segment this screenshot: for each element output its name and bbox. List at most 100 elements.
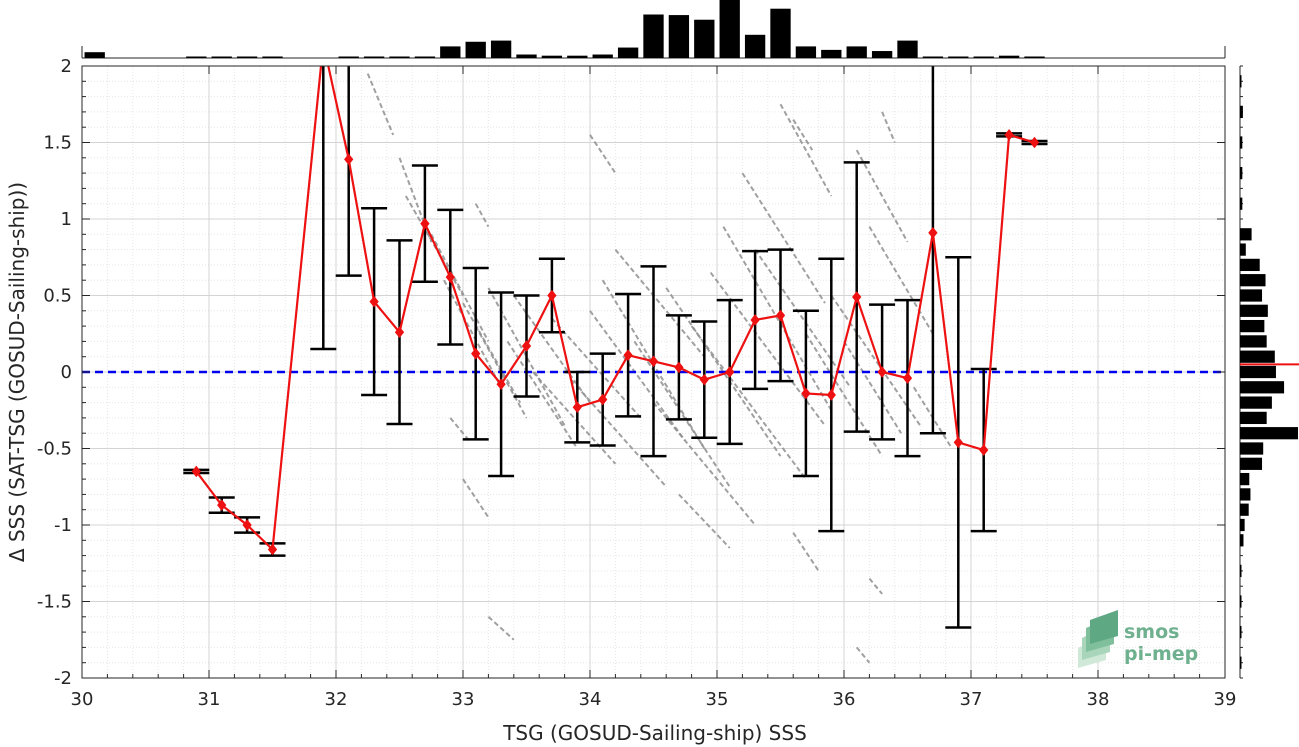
top-hist-bar bbox=[440, 46, 461, 58]
scatter-trace bbox=[779, 103, 833, 197]
scatter-trace bbox=[512, 294, 591, 404]
mean-marker bbox=[547, 289, 557, 302]
top-hist-bar bbox=[414, 56, 436, 58]
x-axis-ticks: 30 31 32 33 34 35 36 37 38 39 bbox=[71, 66, 1237, 710]
smos-pi-mep-logo: smos pi-mep bbox=[1078, 610, 1198, 668]
right-hist-bar bbox=[1240, 396, 1272, 409]
scatter-trace bbox=[678, 493, 731, 549]
y-tick-label: -1.5 bbox=[37, 592, 72, 613]
binned-mean-markers bbox=[191, 129, 1040, 556]
right-hist-bar bbox=[1240, 274, 1266, 287]
top-hist-bar bbox=[770, 8, 791, 58]
right-hist-bar bbox=[1240, 197, 1243, 210]
top-hist-bar bbox=[592, 54, 613, 58]
scatter-trace bbox=[506, 340, 579, 450]
mean-marker bbox=[826, 389, 836, 401]
y-tick-label: 0 bbox=[61, 362, 72, 383]
top-hist-bar bbox=[668, 15, 690, 58]
logo-text-pi-mep: pi-mep bbox=[1124, 643, 1198, 665]
top-hist-bar bbox=[516, 54, 537, 58]
mean-marker bbox=[699, 373, 709, 386]
scatter-trace bbox=[474, 203, 490, 228]
y-axis-label: Δ SSS (SAT-TSG (GOSUD-Sailing-ship)) bbox=[5, 182, 29, 562]
top-hist-bar bbox=[338, 56, 359, 58]
y-tick-label: -0.5 bbox=[37, 439, 72, 460]
right-hist-bar bbox=[1240, 457, 1263, 470]
right-hist-bar bbox=[1240, 518, 1245, 532]
top-hist-bar bbox=[490, 40, 512, 58]
x-tick-label: 38 bbox=[1087, 689, 1110, 710]
top-hist-bar bbox=[567, 55, 588, 58]
right-hist-bar bbox=[1240, 656, 1242, 669]
y-tick-label: 1.5 bbox=[43, 133, 72, 154]
top-hist-bar bbox=[821, 49, 842, 58]
mean-marker bbox=[394, 326, 405, 339]
top-hist-bar bbox=[998, 55, 1020, 58]
x-tick-label: 34 bbox=[579, 689, 602, 710]
top-hist-bar bbox=[643, 14, 664, 58]
right-hist-bar bbox=[1240, 335, 1267, 348]
scatter-trace bbox=[830, 294, 922, 427]
mean-marker bbox=[267, 543, 278, 556]
scatter-points bbox=[366, 73, 953, 664]
mean-marker bbox=[445, 271, 455, 283]
scatter-trace bbox=[792, 119, 814, 151]
right-hist-bar bbox=[1240, 564, 1242, 578]
x-tick-label: 39 bbox=[1214, 689, 1237, 710]
y-tick-label: -1 bbox=[54, 515, 72, 536]
scatter-trace bbox=[652, 401, 756, 526]
mean-marker bbox=[471, 347, 481, 360]
right-hist-bar bbox=[1240, 136, 1243, 149]
mean-marker bbox=[598, 393, 608, 406]
x-tick-label: 33 bbox=[452, 689, 475, 710]
right-hist-bar bbox=[1240, 228, 1252, 241]
scatter-trace bbox=[589, 310, 687, 442]
top-hist-bar bbox=[84, 52, 105, 58]
x-tick-label: 37 bbox=[960, 689, 983, 710]
mean-marker bbox=[674, 361, 684, 374]
mean-marker bbox=[648, 355, 659, 368]
right-hist-bar bbox=[1240, 381, 1285, 394]
top-hist-bar bbox=[211, 56, 232, 58]
top-hist-bar bbox=[897, 40, 918, 58]
right-hist-bar bbox=[1240, 595, 1242, 608]
scatter-trace bbox=[855, 149, 909, 243]
scatter-trace bbox=[589, 134, 617, 174]
scatter-trace bbox=[843, 340, 902, 434]
mean-marker bbox=[725, 366, 735, 378]
y-axis-ticks: -2 -1.5 -1 -0.5 0 0.5 1 1.5 2 bbox=[37, 56, 1225, 689]
right-hist-bar bbox=[1240, 243, 1246, 256]
scatter-trace bbox=[449, 417, 471, 442]
y-tick-label: 0.5 bbox=[43, 286, 72, 307]
scatter-trace bbox=[792, 532, 820, 572]
right-hist-bar bbox=[1240, 166, 1243, 180]
top-hist-bar bbox=[846, 46, 867, 58]
mean-marker bbox=[775, 309, 786, 322]
scatter-trace bbox=[487, 616, 515, 641]
mean-marker bbox=[623, 349, 633, 361]
top-hist-bar bbox=[948, 56, 969, 58]
mean-marker bbox=[1029, 136, 1040, 149]
scatter-trace bbox=[551, 317, 642, 419]
right-hist-bar bbox=[1240, 304, 1268, 317]
right-hist-bar bbox=[1240, 105, 1243, 119]
scatter-trace bbox=[532, 371, 617, 465]
scatter-trace bbox=[462, 302, 522, 404]
y-tick-label: -2 bbox=[54, 668, 72, 689]
scatter-trace bbox=[868, 577, 883, 595]
top-hist-bar bbox=[922, 56, 944, 58]
mean-marker bbox=[217, 499, 227, 511]
right-hist-bar bbox=[1240, 411, 1267, 425]
top-hist-bar bbox=[186, 56, 207, 58]
mean-marker bbox=[420, 217, 430, 230]
right-hist-bar bbox=[1240, 319, 1265, 333]
y-tick-label: 1 bbox=[61, 209, 72, 230]
scatter-trace bbox=[722, 226, 833, 411]
top-histogram bbox=[81, 0, 1226, 59]
mean-marker bbox=[242, 519, 252, 531]
scatter-trace bbox=[633, 340, 731, 488]
mean-marker bbox=[852, 291, 862, 303]
top-hist-bar bbox=[363, 56, 385, 58]
mean-marker bbox=[750, 314, 760, 326]
